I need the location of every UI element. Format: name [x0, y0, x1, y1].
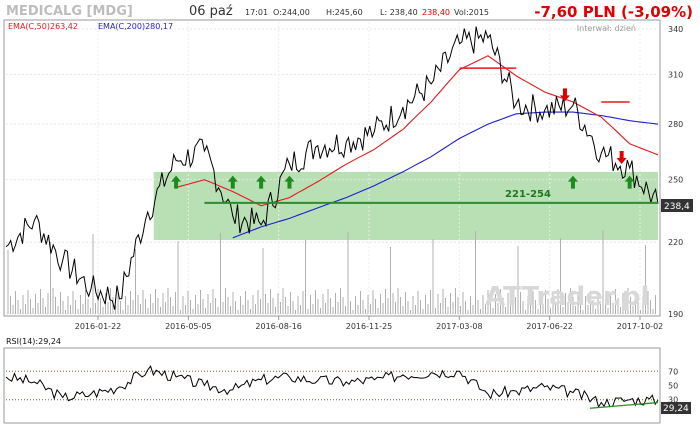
buy-arrow — [624, 175, 635, 189]
date-tick-label: 2016-11-25 — [346, 322, 393, 331]
last-price-box — [661, 199, 693, 212]
ema200-series — [232, 111, 659, 239]
signal-arrows — [171, 88, 635, 189]
rsi-last-label: 29,24 — [663, 404, 689, 414]
last-price-label: 238,4 — [664, 202, 690, 212]
rsi-trendline — [589, 401, 659, 409]
quote-time: 17:01 — [245, 8, 268, 17]
rsi-last-box — [661, 402, 691, 414]
price-gridlines — [6, 28, 658, 315]
buy-arrow — [227, 175, 238, 189]
ema200-line — [232, 111, 659, 239]
buy-arrow — [171, 175, 182, 189]
watermark: ATTrader.pl — [485, 282, 649, 312]
date-tick-label: 2016-08-16 — [255, 322, 302, 331]
price-tick-label: 190 — [668, 310, 683, 319]
quote-open: O:244,00 — [273, 8, 310, 17]
quote-close: 238,40 — [422, 8, 450, 17]
rsi-tick-label: 50 — [668, 382, 678, 391]
date-tick-label: 2016-05-05 — [165, 322, 212, 331]
rsi-line — [5, 365, 659, 409]
price-tick-label: 250 — [668, 176, 683, 185]
price-change: -7,60 PLN (-3,09%) — [534, 3, 693, 21]
ema50-legend: EMA(C,50)263,42 — [8, 22, 78, 31]
ticker-title: MEDICALG [MDG] — [6, 4, 133, 19]
rsi-tick-label: 70 — [668, 367, 678, 376]
buy-arrow — [567, 175, 578, 189]
price-panel — [3, 19, 661, 317]
rsi-series — [5, 365, 659, 409]
date-tick-label: 2017-03-08 — [436, 322, 483, 331]
quote-low: L: 238,40 — [380, 8, 418, 17]
volume-bars — [7, 230, 656, 314]
support-zone — [153, 171, 658, 241]
rsi-tick-label: 30 — [668, 396, 678, 405]
price-tick-label: 310 — [668, 70, 683, 79]
rsi-support-trendline — [589, 401, 659, 409]
date-tick-label: 2017-06-22 — [526, 322, 573, 331]
rsi-title: RSI(14):29,24 — [6, 337, 61, 346]
date-axis: 2016-01-22 2016-05-05 2016-08-16 2016-11-25… — [75, 316, 664, 331]
zone-label: 221-254 — [505, 189, 551, 200]
buy-arrow — [256, 175, 267, 189]
rsi-reference-lines — [6, 370, 658, 401]
rsi-axis: 30 50 70 — [668, 367, 678, 404]
interval-label: Interwał: dzień — [577, 24, 636, 33]
price-line — [5, 26, 659, 310]
price-tick-label: 340 — [668, 25, 683, 34]
date-tick-label: 2016-01-22 — [75, 322, 122, 331]
sell-arrow — [616, 151, 627, 165]
price-tick-label: 280 — [668, 120, 683, 129]
ema200-legend: EMA(C,200)280,17 — [98, 22, 173, 31]
quote-high: H:245,60 — [326, 8, 363, 17]
sell-arrow — [559, 88, 570, 102]
price-series — [5, 26, 659, 310]
buy-arrow — [284, 175, 295, 189]
date-tick-label: 2017-10-02 — [617, 322, 664, 331]
price-tick-label: 220 — [668, 238, 683, 247]
resistance-lines — [459, 67, 630, 103]
date-gridlines — [97, 22, 641, 421]
price-axis: 190 220 250 280 310 340 — [668, 25, 683, 319]
quote-date: 06 paź — [189, 4, 233, 19]
rsi-panel — [3, 347, 661, 424]
quote-volume: Vol:2015 — [454, 8, 489, 17]
